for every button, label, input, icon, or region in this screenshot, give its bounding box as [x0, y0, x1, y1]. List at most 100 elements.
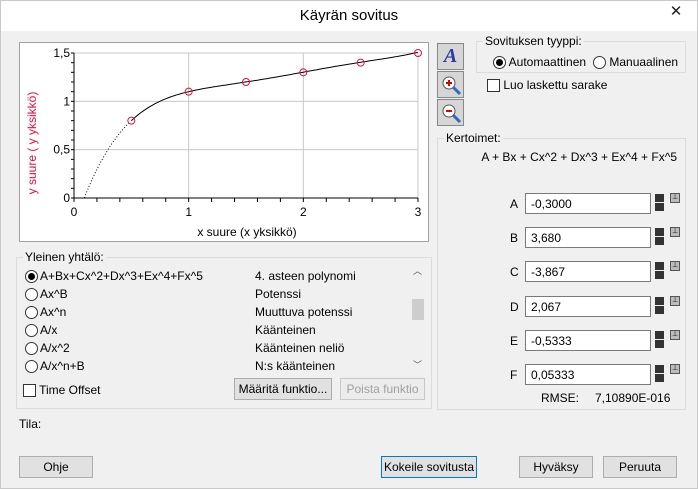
equations-group: Yleinen yhtälö: A+Bx+Cx^2+Dx^3+Ex^4+Fx^5… — [16, 250, 432, 409]
radio-icon — [25, 324, 38, 338]
coefficient-label: C — [510, 265, 519, 280]
equation-item[interactable]: A/x Käänteinen — [25, 321, 405, 339]
coefficient-spinner[interactable] — [655, 365, 664, 383]
close-icon[interactable]: ✕ — [669, 3, 683, 20]
data-point — [414, 49, 422, 57]
equations-label: Yleinen yhtälö: — [23, 250, 106, 264]
coefficients-label: Kertoimet: — [444, 131, 503, 145]
increment-icon[interactable] — [655, 194, 664, 202]
increment-icon[interactable] — [655, 365, 664, 373]
help-button[interactable]: Ohje — [19, 456, 93, 478]
equation-item[interactable]: Ax^n Muuttuva potenssi — [25, 303, 405, 321]
fit-curve — [130, 51, 419, 122]
radio-icon — [25, 270, 38, 284]
decrement-icon[interactable] — [655, 374, 664, 382]
lock-coefficient-button[interactable]: ⊥ — [670, 193, 680, 203]
title-bar: Käyrän sovitus ✕ — [1, 1, 697, 31]
coefficient-input[interactable]: -0,3000 — [525, 193, 651, 214]
y-tick-label: 0 — [63, 191, 70, 205]
coefficient-row-d: D 2,067 ⊥ — [438, 295, 685, 318]
coefficient-spinner[interactable] — [655, 262, 664, 280]
lock-coefficient-button[interactable]: ⊥ — [670, 364, 680, 374]
list-scrollbar[interactable]: ︿ ﹀ — [411, 264, 425, 372]
increment-icon[interactable] — [655, 330, 664, 339]
radio-manual[interactable]: Manuaalinen — [593, 55, 679, 70]
increment-icon[interactable] — [655, 296, 664, 305]
decrement-icon[interactable] — [655, 339, 664, 348]
decrement-icon[interactable] — [655, 237, 664, 246]
cancel-button[interactable]: Peruuta — [603, 456, 677, 478]
radio-icon — [25, 288, 38, 302]
coefficient-input[interactable]: 0,05333 — [525, 364, 651, 385]
equation-formula: A+Bx+Cx^2+Dx^3+Ex^4+Fx^5 — [40, 269, 203, 283]
x-axis-label: x suure (x yksikkö) — [197, 225, 296, 239]
equation-item[interactable]: A/x^n+B N:s käänteinen — [25, 357, 405, 375]
data-point — [184, 87, 193, 96]
increment-icon[interactable] — [655, 262, 664, 271]
radio-icon — [25, 306, 38, 320]
equation-formula: Ax^B — [40, 287, 68, 301]
coefficient-input[interactable]: 3,680 — [525, 227, 651, 249]
coefficient-input[interactable]: -3,867 — [525, 261, 651, 283]
ok-button[interactable]: Hyväksy — [519, 456, 593, 478]
equation-description: Käänteinen neliö — [255, 341, 345, 355]
coefficient-label: B — [510, 231, 519, 246]
x-tick-label: 2 — [300, 205, 307, 219]
checkbox-icon — [23, 384, 36, 398]
lock-coefficient-button[interactable]: ⊥ — [670, 261, 680, 272]
zoom-in-button[interactable] — [437, 71, 464, 98]
y-axis-label: y suure ( y yksikkö) — [25, 92, 39, 195]
coefficient-row-f: F 0,05333 ⊥ — [438, 364, 685, 386]
increment-icon[interactable] — [655, 228, 664, 237]
data-point — [299, 68, 308, 77]
radio-icon — [493, 56, 506, 70]
scroll-up-icon[interactable]: ︿ — [413, 266, 423, 276]
checkbox-icon — [487, 79, 500, 93]
radio-label: Manuaalinen — [609, 55, 679, 69]
time-offset-checkbox[interactable]: Time Offset — [23, 383, 100, 398]
scroll-down-icon[interactable]: ﹀ — [413, 360, 423, 370]
decrement-icon[interactable] — [655, 305, 664, 314]
coefficient-row-a: A -0,3000 ⊥ — [438, 193, 685, 215]
y-tick-label: 1,5 — [53, 46, 70, 60]
zoom-out-button[interactable] — [437, 99, 464, 126]
radio-automatic[interactable]: Automaattinen — [493, 55, 587, 70]
chart-panel: y suure ( y yksikkö) x suure (x yksikkö)… — [19, 42, 429, 242]
coefficient-spinner[interactable] — [655, 194, 664, 212]
coefficient-spinner[interactable] — [655, 228, 664, 246]
coefficient-input[interactable]: 2,067 — [525, 295, 651, 317]
create-column-checkbox[interactable]: Luo laskettu sarake — [487, 78, 608, 93]
equation-description: Muuttuva potenssi — [255, 305, 353, 319]
zoom-in-icon — [442, 76, 461, 95]
radio-icon — [25, 360, 38, 374]
radio-label: Automaattinen — [508, 55, 587, 69]
lock-coefficient-button[interactable]: ⊥ — [670, 295, 680, 306]
coefficient-spinner[interactable] — [655, 296, 664, 315]
delete-function-button[interactable]: Poista funktio — [340, 378, 425, 400]
equation-item[interactable]: A+Bx+Cx^2+Dx^3+Ex^4+Fx^5 4. asteen polyn… — [25, 267, 405, 285]
decrement-icon[interactable] — [655, 271, 664, 280]
try-fit-button[interactable]: Kokeile sovitusta — [381, 456, 477, 478]
y-tick-label: 1 — [63, 94, 70, 108]
rmse-value: 7,10890E-016 — [595, 391, 671, 405]
define-function-button[interactable]: Määritä funktio... — [234, 378, 332, 400]
equation-description: Käänteinen — [255, 323, 316, 337]
lock-coefficient-button[interactable]: ⊥ — [670, 227, 680, 238]
checkbox-label: Luo laskettu sarake — [503, 78, 608, 92]
coefficient-spinner[interactable] — [655, 330, 664, 349]
decrement-icon[interactable] — [655, 203, 664, 211]
scrollbar-thumb[interactable] — [412, 299, 424, 320]
lock-coefficient-button[interactable]: ⊥ — [670, 329, 680, 340]
coefficient-row-c: C -3,867 ⊥ — [438, 261, 685, 283]
fit-chart[interactable]: y suure ( y yksikkö) x suure (x yksikkö)… — [20, 43, 430, 243]
autoscale-button[interactable]: A — [437, 43, 464, 70]
coefficient-label: A — [510, 197, 519, 211]
zoom-out-icon — [442, 104, 461, 123]
fit-type-label: Sovituksen tyyppi: — [483, 34, 584, 48]
data-point — [356, 58, 365, 67]
coefficient-input[interactable]: -0,5333 — [525, 329, 651, 351]
radio-icon — [25, 342, 38, 356]
equation-item[interactable]: A/x^2 Käänteinen neliö — [25, 339, 405, 357]
coefficient-label: D — [510, 299, 519, 314]
equation-item[interactable]: Ax^B Potenssi — [25, 285, 405, 303]
